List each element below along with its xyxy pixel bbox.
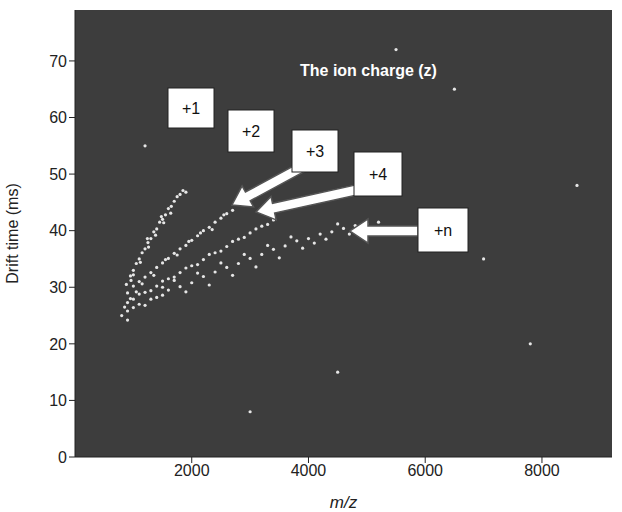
svg-text:+2: +2 xyxy=(242,123,260,140)
svg-text:40: 40 xyxy=(49,222,67,239)
html-text:The ion charge (z): The ion charge (z) xyxy=(300,62,437,79)
svg-text:70: 70 xyxy=(49,53,67,70)
svg-text:0: 0 xyxy=(58,449,67,466)
svg-text:4000: 4000 xyxy=(291,462,327,479)
svg-text:20: 20 xyxy=(49,336,67,353)
svg-text:30: 30 xyxy=(49,279,67,296)
svg-text:8000: 8000 xyxy=(524,462,560,479)
svg-text:2000: 2000 xyxy=(174,462,210,479)
svg-text:50: 50 xyxy=(49,166,67,183)
svg-text:+n: +n xyxy=(434,222,452,239)
svg-text:+1: +1 xyxy=(182,100,200,117)
svg-text:60: 60 xyxy=(49,109,67,126)
svg-text:6000: 6000 xyxy=(407,462,443,479)
svg-text:+3: +3 xyxy=(306,143,324,160)
svg-text:10: 10 xyxy=(49,392,67,409)
svg-text:m/z: m/z xyxy=(330,493,358,512)
svg-text:Drift time (ms): Drift time (ms) xyxy=(4,183,21,283)
svg-text:+4: +4 xyxy=(369,166,387,183)
